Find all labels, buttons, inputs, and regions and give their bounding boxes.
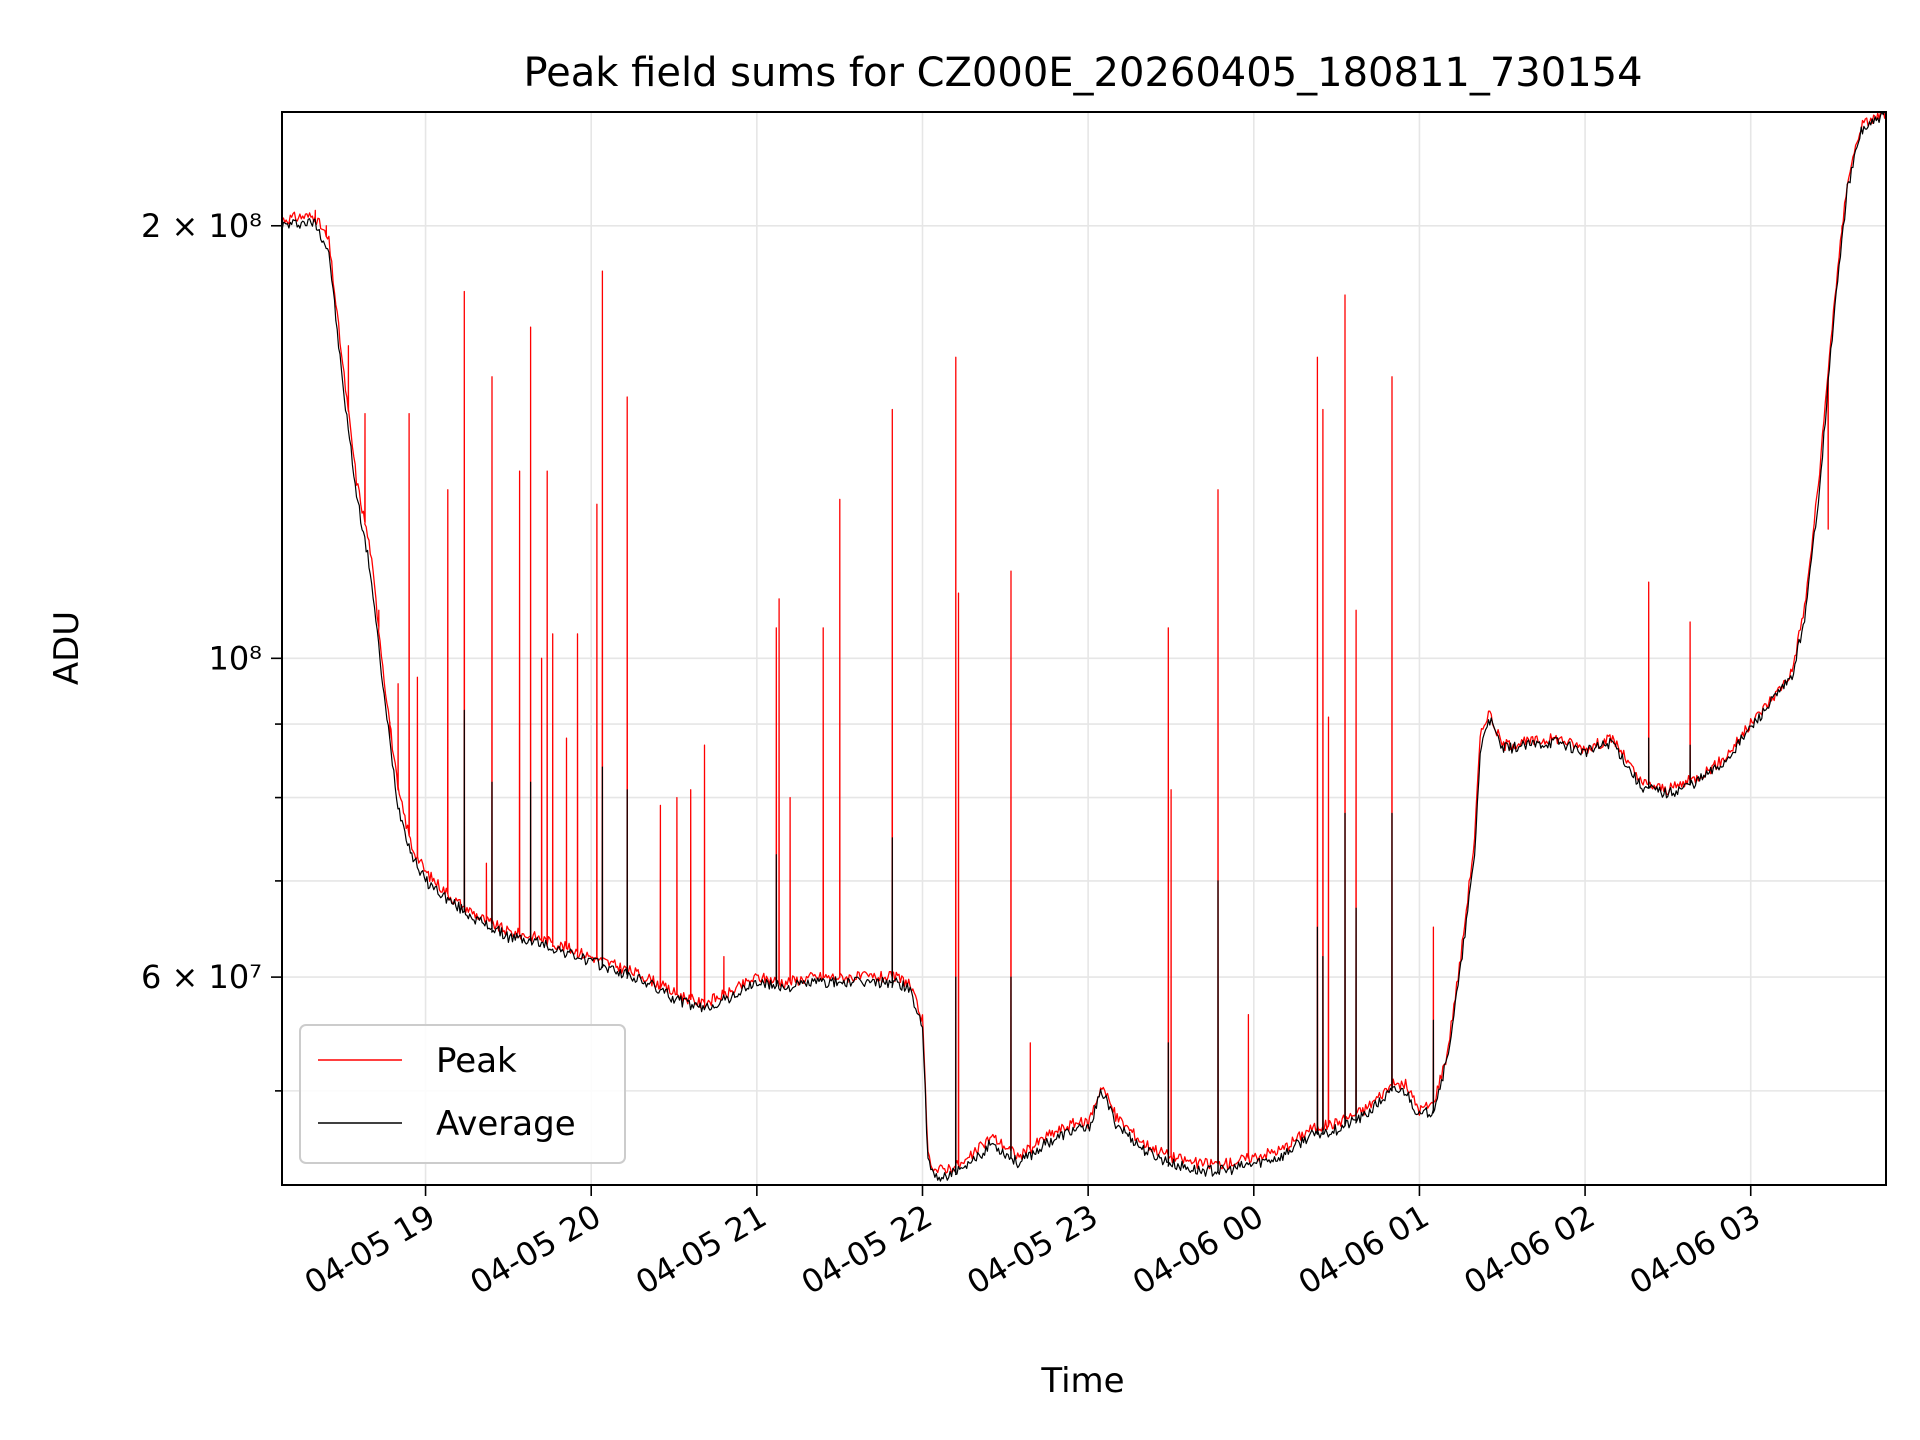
series-line-average (282, 112, 1886, 1182)
plot-frame (281, 111, 1887, 1186)
y-tick-label: 6 × 10⁷ (141, 958, 262, 996)
grid-layer (282, 112, 1886, 1185)
legend-label-average: Average (436, 1104, 576, 1144)
series-layer (282, 112, 1886, 1182)
y-axis-label: ADU (47, 611, 87, 685)
chart-title: Peak field sums for CZ000E_20260405_1808… (523, 50, 1642, 96)
x-axis-label: Time (1040, 1361, 1124, 1401)
legend: Peak Average (299, 1024, 626, 1164)
y-tick-label: 10⁸ (208, 639, 262, 677)
y-tick-label: 2 × 10⁸ (141, 207, 262, 245)
y-axis: 2 × 10⁸ 10⁸ 6 × 10⁷ (141, 207, 282, 1092)
legend-label-peak: Peak (436, 1041, 517, 1081)
